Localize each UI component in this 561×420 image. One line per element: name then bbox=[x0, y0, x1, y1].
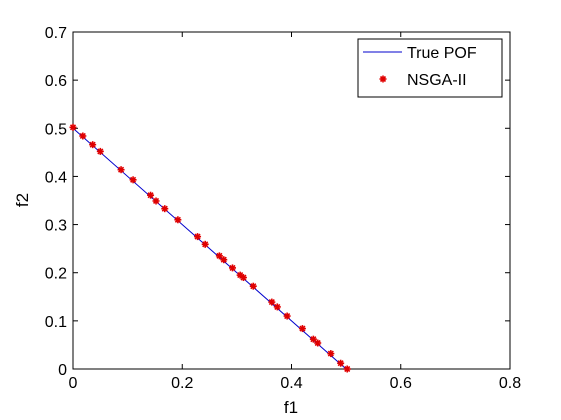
nsga-ii-point bbox=[239, 274, 247, 282]
y-tick-label: 0 bbox=[58, 362, 67, 379]
y-ticks: 0 0.1 0.2 0.3 0.4 0.5 0.6 0.7 bbox=[45, 25, 510, 379]
x-tick-label: 0.2 bbox=[171, 375, 193, 392]
x-tick-label: 0.4 bbox=[280, 375, 302, 392]
legend-label-true-pof: True POF bbox=[407, 45, 477, 62]
y-tick-label: 0.5 bbox=[45, 121, 67, 138]
legend: True POF NSGA-II bbox=[357, 38, 503, 98]
legend-swatch-nsga-ii bbox=[379, 75, 387, 83]
nsga-ii-point bbox=[327, 350, 335, 358]
nsga-ii-point bbox=[201, 240, 209, 248]
y-tick-label: 0.4 bbox=[45, 169, 67, 186]
nsga-ii-point bbox=[147, 191, 155, 199]
y-tick-label: 0.6 bbox=[45, 73, 67, 90]
nsga-ii-point bbox=[89, 141, 97, 149]
nsga-ii-point bbox=[152, 197, 160, 205]
nsga-ii-point bbox=[79, 132, 87, 140]
nsga-ii-point bbox=[117, 166, 125, 174]
x-tick-label: 0.6 bbox=[390, 375, 412, 392]
nsga-ii-point bbox=[343, 365, 351, 373]
legend-label-nsga-ii: NSGA-II bbox=[407, 72, 467, 89]
nsga-ii-point bbox=[220, 256, 228, 264]
y-tick-label: 0.2 bbox=[45, 266, 67, 283]
nsga-ii-point bbox=[229, 264, 237, 272]
legend-marker-nsga-ii bbox=[379, 75, 387, 83]
y-tick-label: 0.3 bbox=[45, 218, 67, 235]
nsga-ii-point bbox=[268, 298, 276, 306]
nsga-ii-point bbox=[273, 303, 281, 311]
legend-box bbox=[357, 38, 503, 98]
x-ticks: 0 0.2 0.4 0.6 0.8 bbox=[69, 32, 521, 392]
y-tick-label: 0.7 bbox=[45, 25, 67, 42]
nsga-ii-point bbox=[249, 282, 257, 290]
nsga-ii-point bbox=[96, 147, 104, 155]
y-tick-label: 0.1 bbox=[45, 314, 67, 331]
nsga-ii-point bbox=[283, 312, 291, 320]
nsga-ii-point bbox=[161, 205, 169, 213]
nsga-ii-point bbox=[194, 233, 202, 241]
nsga-ii-point bbox=[174, 216, 182, 224]
nsga-ii-point bbox=[69, 123, 77, 131]
x-axis-label: f1 bbox=[284, 398, 298, 417]
nsga-ii-point bbox=[298, 325, 306, 333]
nsga-ii-point bbox=[314, 339, 322, 347]
nsga-ii-point bbox=[129, 176, 137, 184]
nsga-ii-point bbox=[337, 359, 345, 367]
y-axis-label: f2 bbox=[13, 193, 32, 207]
x-tick-label: 0.8 bbox=[499, 375, 521, 392]
x-tick-label: 0 bbox=[69, 375, 78, 392]
series-layer bbox=[69, 123, 351, 373]
